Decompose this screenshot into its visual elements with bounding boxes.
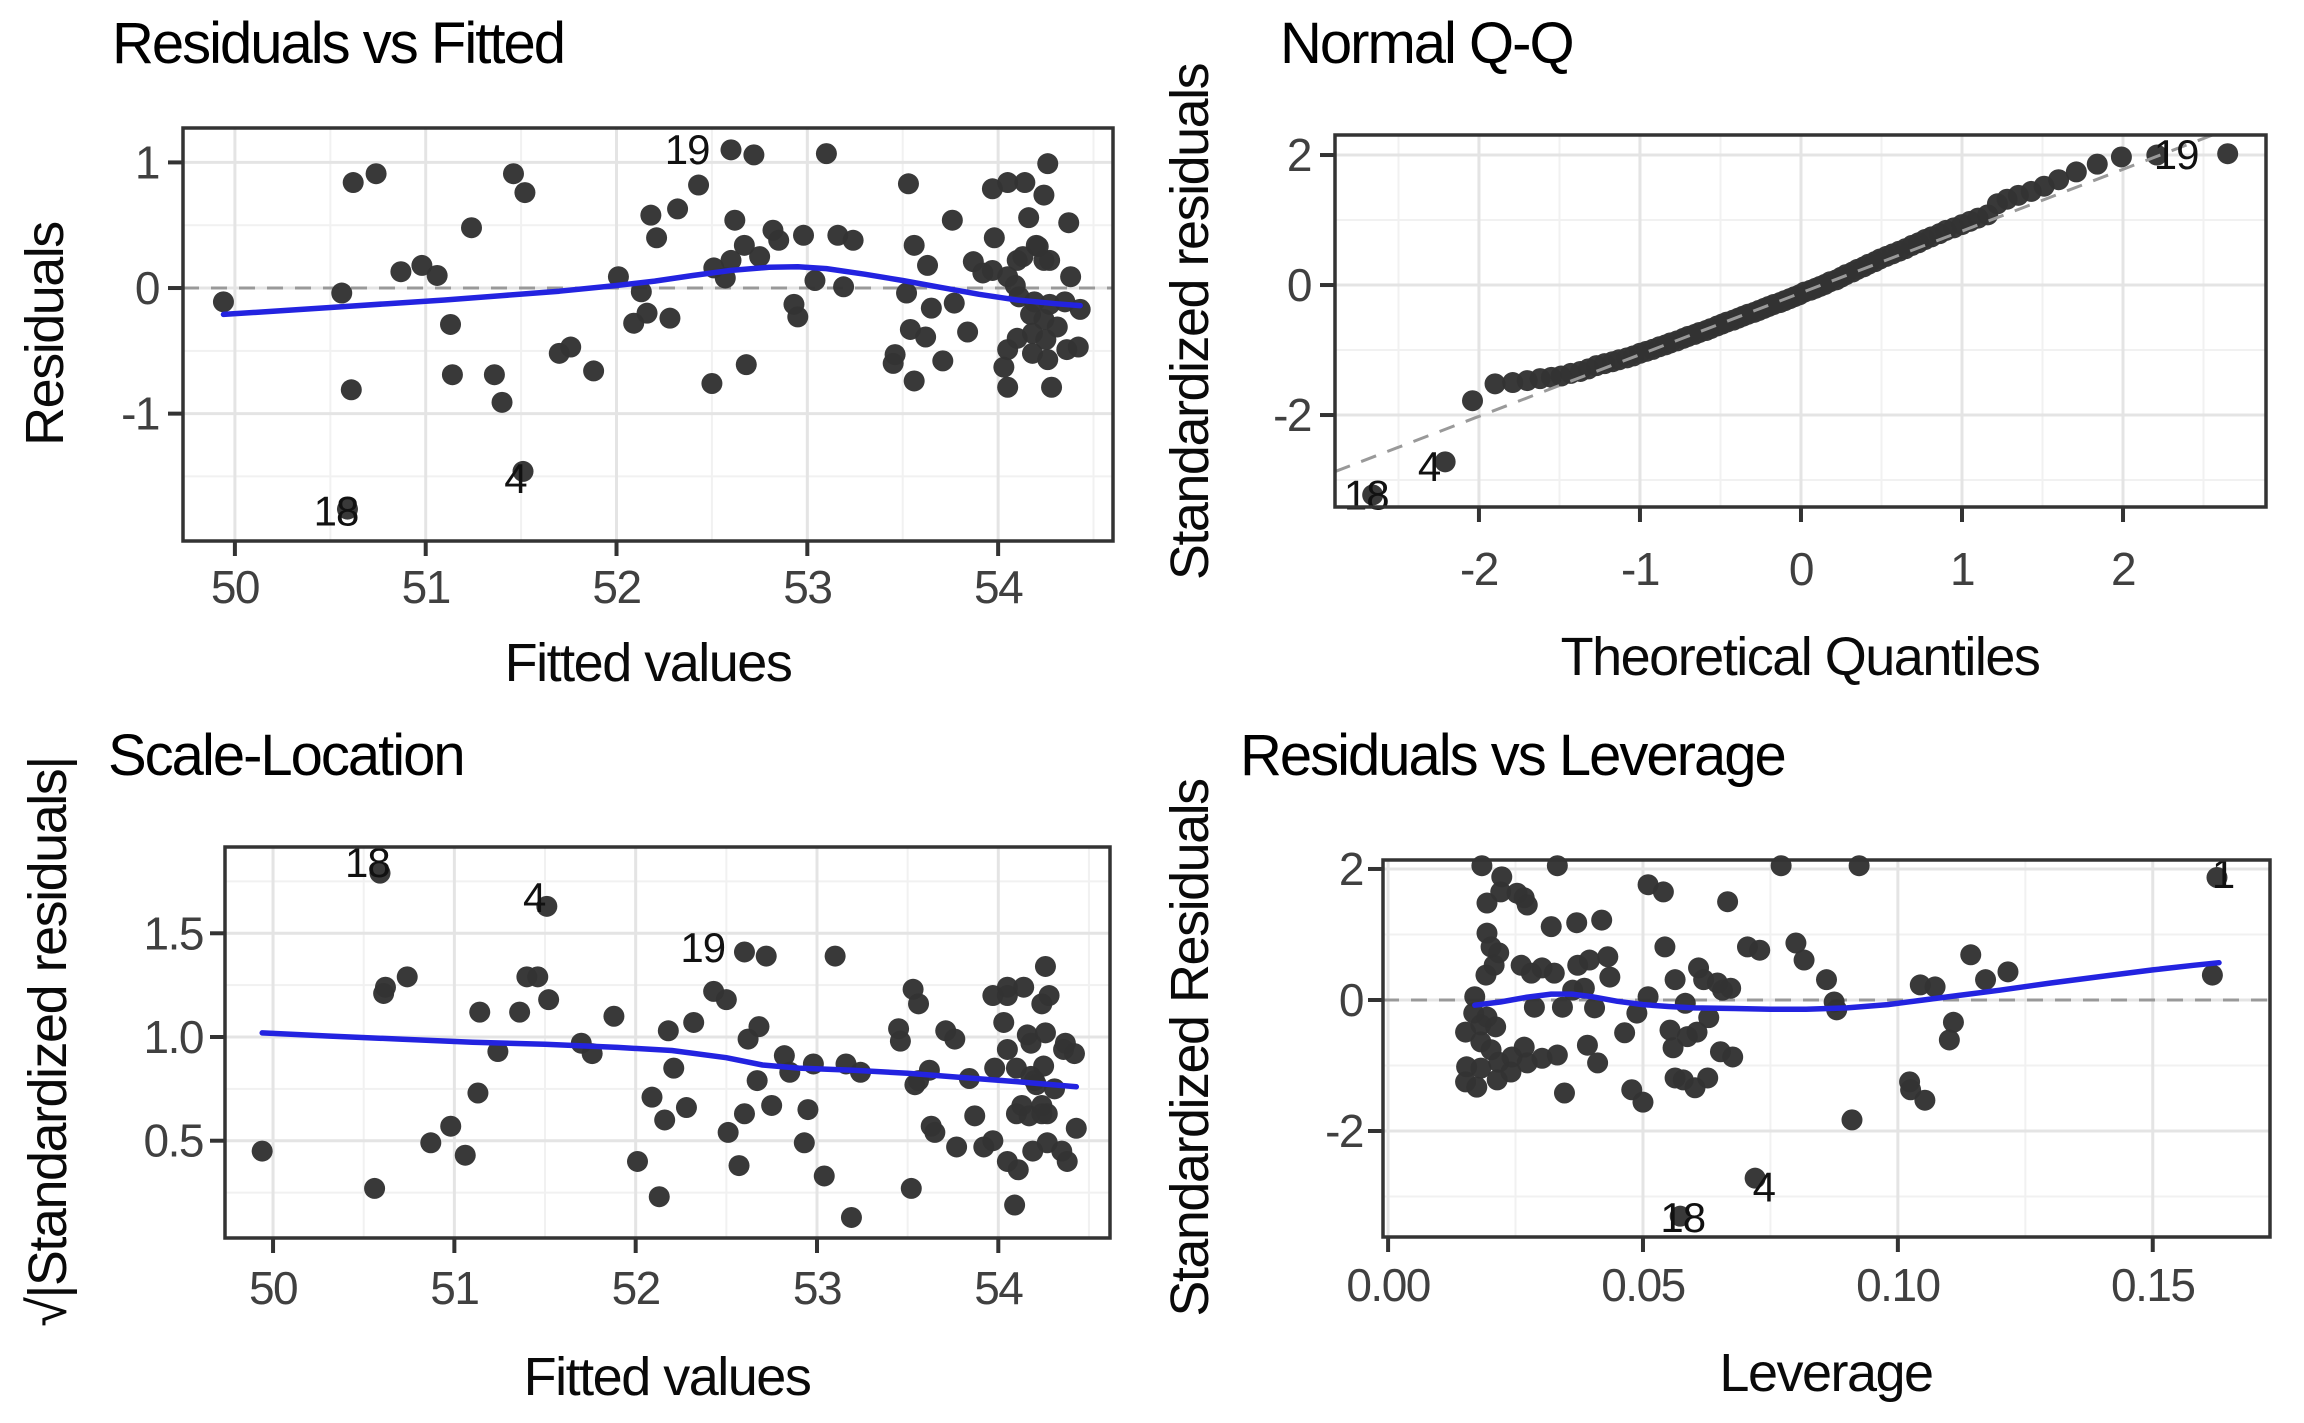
x-tick-label: 2: [2111, 543, 2135, 595]
x-axis-title-theoretical-quantiles: Theoretical Quantiles: [1560, 627, 2041, 687]
gridlines-major: [225, 847, 1110, 1238]
scatter-points: [251, 862, 1087, 1228]
outlier-label-19: 19: [2154, 131, 2199, 178]
x-axis-title-fitted-values-1: Fitted values: [504, 633, 793, 693]
plot-title-normal-qq: Normal Q-Q: [1280, 11, 1575, 76]
x-tick-label: 0.05: [1601, 1259, 1685, 1311]
panel-border: [181, 126, 1115, 543]
x-tick-label: 0: [1789, 543, 1813, 595]
y-tick-label: 0: [135, 262, 159, 314]
gridlines-major: [1335, 135, 2266, 507]
panel-0: 19 4 18 50 51 52 53 54 -1 0 1: [121, 126, 1115, 613]
x-tick-label: 52: [592, 561, 640, 613]
x-tick-label: 1: [1950, 543, 1974, 595]
axis-ticks: 50 51 52 53 54 0.5 1.0 1.5: [144, 907, 1025, 1314]
x-axis-title-fitted-values-2: Fitted values: [523, 1347, 812, 1407]
y-tick-label: -1: [121, 388, 159, 440]
outlier-labels: 19 4 18: [314, 126, 711, 535]
y-tick-label: 1.5: [144, 907, 203, 959]
axis-ticks: -2 -1 0 1 2 -2 0 2: [1273, 129, 2136, 595]
outlier-label-4: 4: [1753, 1163, 1776, 1210]
plot-title-scale-location: Scale-Location: [108, 723, 466, 788]
y-tick-label: 2: [1339, 843, 1363, 895]
plot-title-residuals-vs-leverage: Residuals vs Leverage: [1240, 723, 1787, 788]
y-tick-label: 0: [1339, 974, 1363, 1026]
x-tick-label: 51: [430, 1262, 478, 1314]
outlier-label-19: 19: [665, 126, 710, 173]
outlier-label-4: 4: [1418, 443, 1441, 490]
x-tick-label: 0.15: [2111, 1259, 2195, 1311]
outlier-label-4: 4: [523, 874, 546, 921]
x-tick-label: -1: [1621, 543, 1659, 595]
gridlines-minor: [183, 128, 1113, 541]
x-tick-label: 0.10: [1856, 1259, 1940, 1311]
outlier-labels: 19 4 18: [1344, 131, 2200, 519]
axis-ticks: 50 51 52 53 54 -1 0 1: [121, 136, 1025, 613]
outlier-label-18: 18: [1344, 472, 1389, 519]
x-tick-label: 52: [612, 1262, 660, 1314]
scatter-points: [1455, 855, 2228, 1227]
gridlines-minor: [225, 847, 1110, 1238]
x-tick-label: 54: [974, 1262, 1023, 1314]
outlier-label-1: 1: [2212, 850, 2234, 897]
outlier-label-19: 19: [680, 924, 725, 971]
scatter-points: [212, 139, 1091, 520]
panel-border: [223, 845, 1112, 1240]
smooth-line: [1472, 959, 2222, 1012]
panel-3: 1 4 18 0.00 0.05 0.10 0.15 -2 0 2: [1325, 843, 2272, 1311]
x-tick-label: 53: [783, 561, 831, 613]
x-axis-title-leverage: Leverage: [1719, 1343, 1934, 1403]
x-tick-label: 50: [249, 1262, 297, 1314]
x-tick-label: 53: [793, 1262, 841, 1314]
outlier-label-4: 4: [504, 455, 527, 502]
y-tick-label: -2: [1273, 389, 1311, 441]
y-tick-label: 1.0: [144, 1011, 203, 1063]
x-tick-label: 51: [402, 561, 450, 613]
plot-title-residuals-vs-fitted: Residuals vs Fitted: [112, 11, 566, 76]
panel-border: [1381, 858, 2272, 1239]
y-tick-label: 1: [135, 136, 159, 188]
smooth-line: [259, 1030, 1080, 1090]
outlier-labels: 1 4 18: [1660, 850, 2235, 1241]
axis-ticks: 0.00 0.05 0.10 0.15 -2 0 2: [1325, 843, 2196, 1311]
smooth-line: [220, 263, 1083, 318]
y-tick-label: 0: [1287, 259, 1311, 311]
y-tick-label: 0.5: [144, 1115, 203, 1167]
x-tick-label: 54: [974, 561, 1023, 613]
x-tick-label: -2: [1460, 543, 1498, 595]
x-tick-label: 50: [211, 561, 259, 613]
y-tick-label: 2: [1287, 129, 1311, 181]
outlier-label-18: 18: [314, 488, 359, 535]
y-tick-label: -2: [1325, 1105, 1363, 1157]
panel-1: 19 4 18 -2 -1 0 1 2 -2 0 2: [1273, 129, 2268, 595]
x-tick-label: 0.00: [1346, 1259, 1430, 1311]
outlier-label-18: 18: [1660, 1194, 1705, 1241]
